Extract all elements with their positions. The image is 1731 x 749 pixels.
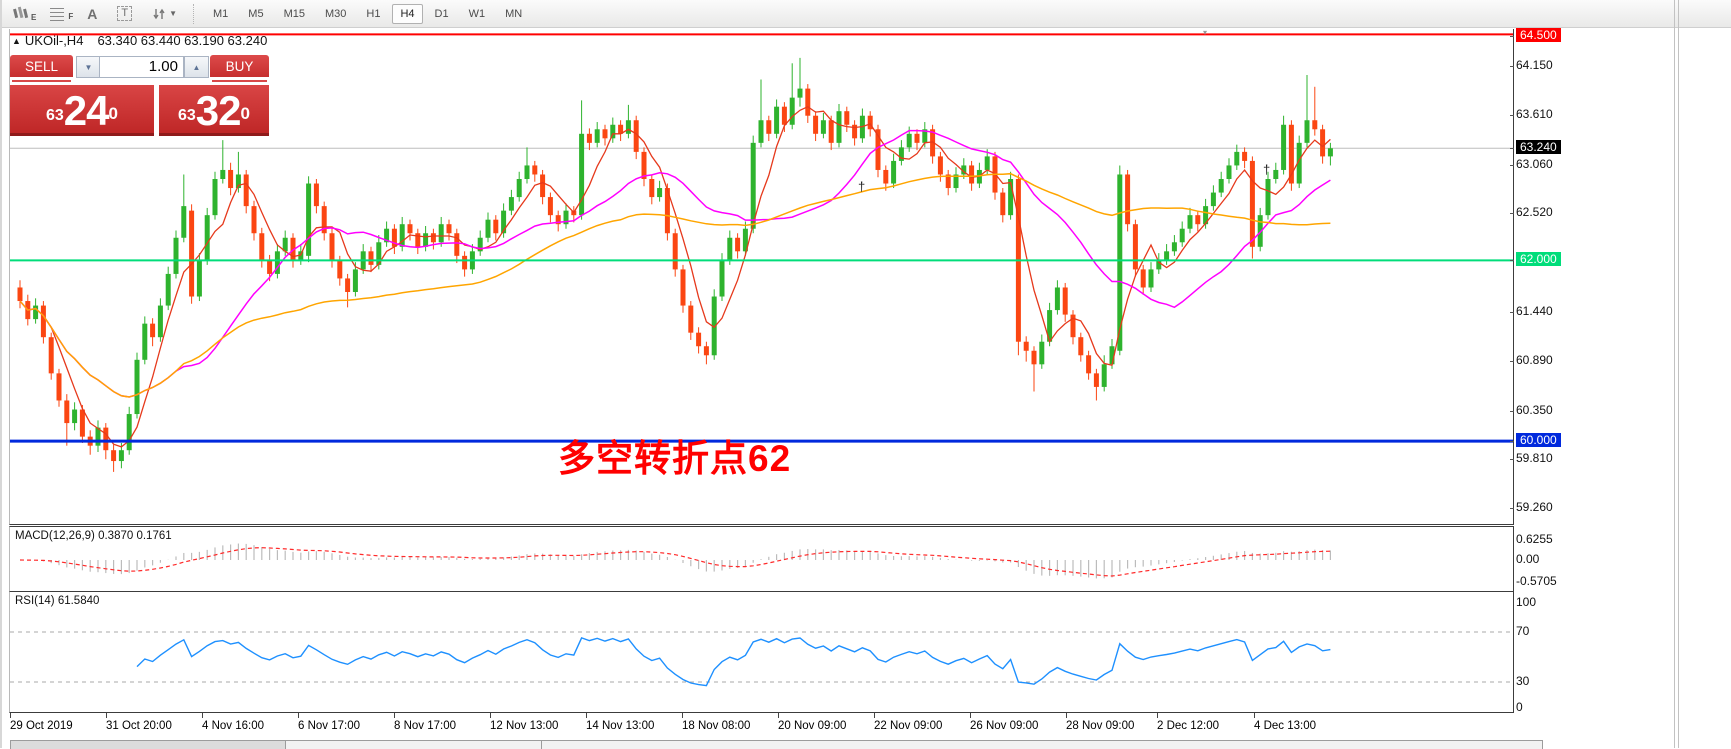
rsi_panel-axis-label: 70 [1516,624,1530,638]
arrow-marker[interactable]: † [1263,162,1271,177]
toolbar-separator [193,3,195,24]
time-axis-label: 31 Oct 20:00 [106,720,172,732]
macd_panel-axis-label: -0.5705 [1516,574,1557,588]
top-toolbar: E F A T ▼ M1 M5 M15 M30 H1 H4 D1 W1 MN [2,0,1731,28]
rsi-label: RSI(14) 61.5840 [15,595,100,607]
timeframe-button-d1[interactable]: D1 [434,7,449,20]
arrow-marker[interactable]: † [858,179,866,194]
time-axis-label: 22 Nov 09:00 [874,720,943,732]
price-axis-label: 60.350 [1516,403,1553,417]
grid-icon[interactable]: F [50,7,73,21]
sell-price-big: 24 [63,87,110,134]
sort-arrows-icon[interactable]: ▼ [152,7,177,21]
dropdown-caret-icon: ▼ [169,9,178,18]
time-axis-label: 20 Nov 09:00 [778,720,847,732]
macd_panel-axis-label: 0.00 [1516,552,1540,566]
time-axis-label: 29 Oct 2019 [10,720,73,732]
time-axis-label: 28 Nov 09:00 [1066,720,1135,732]
timeframe-button-w1[interactable]: W1 [468,7,486,20]
price-axis-label: 63.060 [1516,157,1553,171]
macd-label: MACD(12,26,9) 0.3870 0.1761 [15,530,172,542]
time-axis-label: 12 Nov 13:00 [490,720,559,732]
chart-shift-marker-icon[interactable]: ▾ [1203,28,1208,37]
rsi-chart [10,631,1513,687]
time-axis-label: 4 Nov 16:00 [202,720,265,732]
time-axis-label: 2 Dec 12:00 [1157,720,1220,732]
timeframe-button-m5[interactable]: M5 [248,7,264,20]
time-axis-label: 8 Nov 17:00 [394,720,457,732]
timeframe-button-m15[interactable]: M15 [283,7,305,20]
symbol-name: UKOil-,H4 [24,33,84,48]
price-axis-label: 63.240 [1516,140,1561,155]
grid-glyph [50,7,65,21]
time-axis-label: 6 Nov 17:00 [298,720,361,732]
time-axis-label: 4 Dec 13:00 [1254,720,1317,732]
macd_panel-axis-label: 0.6255 [1516,532,1553,546]
timeframe-button-m1[interactable]: M1 [213,7,229,20]
window-inner-edge2 [1678,0,1679,748]
rsi_panel-axis-label: 0 [1516,700,1523,714]
price-axis-label: 64.500 [1516,28,1561,43]
price-axis-label: 61.440 [1516,304,1553,318]
text-label-icon[interactable]: A [87,5,98,22]
buy-underline [212,80,267,82]
price-axis-label: 59.260 [1516,500,1553,514]
rsi-indicator-panel[interactable]: RSI(14) 61.5840 [9,592,1514,713]
sell-price-prefix: 63 [46,107,64,124]
buy-price-big: 32 [195,87,242,134]
sell-price-display[interactable]: 63 24 0 [10,85,154,136]
sell-button[interactable]: SELL [10,55,73,77]
price-axis-label: 60.000 [1516,433,1561,448]
sell-underline [12,80,71,82]
macd-chart [19,543,1332,579]
time-axis-label: 14 Nov 13:00 [586,720,655,732]
price-axis[interactable]: 64.500 64.150 63.610 63.240 63.060 62.520 62.0… [1510,0,1674,748]
icon-letter-e: E [31,12,37,22]
buy-button[interactable]: BUY [210,55,269,77]
timeframe-button-mn[interactable]: MN [505,7,523,20]
time-axis-label: 18 Nov 08:00 [682,720,751,732]
candles-glyph [13,6,29,18]
price-axis-label: 64.150 [1516,58,1553,72]
macd-indicator-panel[interactable]: MACD(12,26,9) 0.3870 0.1761 [9,526,1514,592]
crosshair-chart-icon[interactable]: E [12,6,36,22]
time-axis[interactable]: 29 Oct 2019 31 Oct 20:00 4 Nov 16:00 6 Nov … [2,713,1731,739]
rsi_panel-axis-label: 100 [1516,595,1537,609]
volume-decrease-button[interactable]: ▼ [76,56,101,78]
arrows-glyph [153,8,165,19]
timeframe-button-m30[interactable]: M30 [324,7,347,20]
volume-input[interactable]: 1.00 [99,56,184,78]
timeframe-bar: M1 M5 M15 M30 H1 H4 D1 W1 MN [205,3,530,24]
buy-price-display[interactable]: 63 32 0 [159,85,269,136]
sell-price-sup: 0 [108,104,118,123]
ohlc-readout: 63.340 63.440 63.190 63.240 [97,33,268,48]
time-axis-label: 26 Nov 09:00 [970,720,1039,732]
window-inner-edge [1674,0,1675,748]
text-box-icon[interactable]: T [117,6,133,21]
price-axis-label: 63.610 [1516,107,1553,121]
buy-price-sup: 0 [240,104,250,123]
price-axis-label: 60.890 [1516,353,1553,367]
timeframe-button-h1[interactable]: H1 [366,7,381,20]
volume-increase-button[interactable]: ▲ [184,56,209,78]
price-axis-label: 62.520 [1516,205,1553,219]
collapse-triangle-icon[interactable]: ▲ [12,36,21,46]
rsi_panel-axis-label: 30 [1516,674,1530,688]
icon-letter-f: F [68,11,74,21]
symbol-header[interactable]: ▲ UKOil-,H4 63.340 63.440 63.190 63.240 [12,33,267,48]
timeframe-button-h4[interactable]: H4 [392,3,423,24]
chart-tab-3[interactable] [541,740,1543,749]
candlestick-chart[interactable] [10,29,1513,524]
buy-price-prefix: 63 [178,107,196,124]
price-axis-label: 59.810 [1516,451,1553,465]
chart-text-annotation[interactable]: 多空转折点62 [558,438,792,479]
price-axis-label: 62.000 [1516,252,1561,267]
